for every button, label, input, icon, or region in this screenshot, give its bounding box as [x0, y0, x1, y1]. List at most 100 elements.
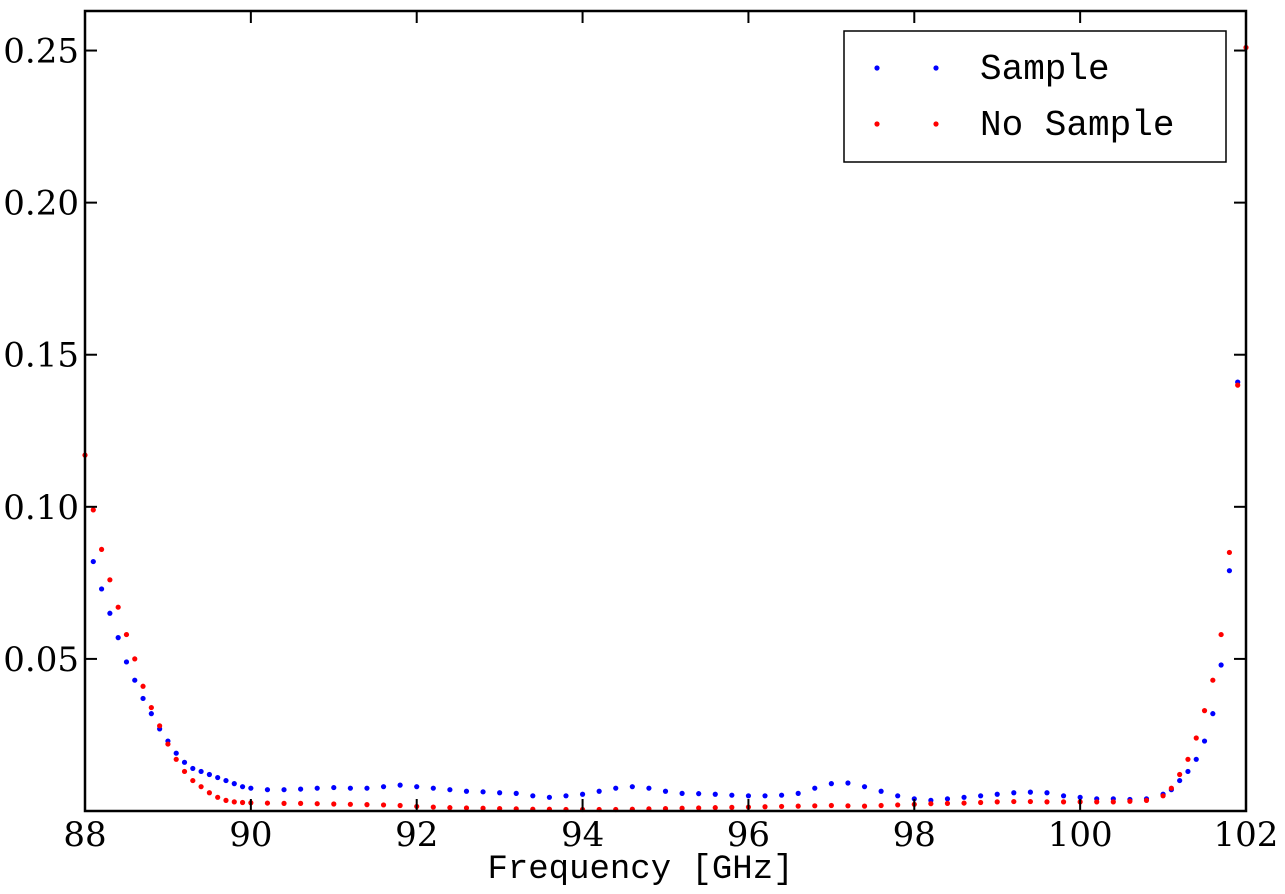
data-point: [563, 793, 569, 799]
data-point: [190, 777, 196, 784]
data-point: [1226, 549, 1233, 556]
data-point: [463, 805, 470, 811]
y-tick-label: 0.10: [3, 488, 79, 528]
data-point: [579, 791, 586, 797]
data-point: [380, 802, 387, 808]
y-tick-label: 0.25: [3, 32, 79, 72]
data-point: [878, 788, 884, 794]
data-point: [828, 802, 834, 809]
data-point: [1210, 677, 1216, 683]
data-point: [1160, 793, 1166, 799]
data-point: [596, 788, 602, 794]
data-point: [712, 791, 718, 797]
data-point: [223, 797, 229, 803]
data-point: [1185, 756, 1191, 762]
data-point: [165, 741, 171, 747]
data-point: [397, 802, 403, 809]
data-point: [198, 784, 204, 790]
data-point: [1210, 711, 1216, 717]
data-point: [779, 803, 785, 810]
data-point: [281, 787, 287, 793]
data-point: [98, 586, 105, 592]
data-point: [132, 677, 138, 683]
data-point: [1193, 756, 1199, 762]
legend-label: No Sample: [980, 105, 1174, 146]
data-point: [430, 804, 436, 810]
data-point: [380, 784, 387, 790]
legend-marker: [874, 121, 880, 127]
legend-item-sample: Sample: [874, 49, 1110, 90]
data-point: [107, 577, 113, 583]
data-point: [140, 683, 146, 689]
data-point: [646, 785, 652, 791]
data-point: [264, 787, 271, 793]
data-point: [978, 793, 984, 799]
data-point: [239, 784, 246, 790]
data-point: [1201, 708, 1208, 714]
y-tick-label: 0.15: [3, 336, 79, 376]
data-point: [1094, 799, 1100, 805]
data-point: [729, 804, 735, 810]
x-axis-title: Frequency [GHz]: [487, 851, 793, 889]
data-point: [480, 805, 486, 811]
data-point: [430, 785, 436, 791]
data-point: [662, 788, 669, 794]
series-no-sample: [82, 44, 1249, 813]
data-point: [264, 800, 271, 806]
data-point: [845, 780, 851, 786]
data-point: [314, 801, 320, 807]
data-point: [978, 799, 984, 806]
data-point: [546, 794, 553, 800]
data-point: [1060, 793, 1067, 799]
legend: Sample No Sample: [843, 30, 1227, 163]
legend-item-no-sample: No Sample: [874, 105, 1174, 146]
x-tick-label: 94: [561, 815, 604, 855]
data-point: [1218, 631, 1224, 638]
data-point: [762, 793, 768, 799]
data-point: [198, 768, 204, 775]
data-point: [206, 790, 212, 796]
data-point: [239, 799, 246, 806]
data-point: [298, 786, 304, 792]
data-point: [231, 799, 237, 805]
data-point: [1110, 799, 1116, 805]
data-point: [1044, 790, 1050, 796]
data-point: [994, 791, 1000, 797]
data-point: [90, 507, 96, 513]
data-point: [1027, 789, 1033, 795]
data-point: [928, 801, 934, 807]
data-point: [347, 801, 353, 807]
y-tick-label: 0.20: [3, 184, 79, 224]
data-point: [414, 784, 420, 790]
data-point: [206, 771, 212, 778]
data-point: [480, 789, 486, 795]
data-point: [712, 805, 718, 811]
data-point: [298, 800, 304, 806]
data-point: [696, 791, 702, 797]
data-point: [513, 790, 519, 796]
data-point: [314, 785, 320, 791]
data-point: [1201, 738, 1208, 744]
data-point: [878, 802, 884, 809]
data-point: [944, 796, 951, 802]
data-point: [447, 805, 453, 811]
legend-label: Sample: [980, 49, 1110, 90]
data-point: [679, 790, 685, 796]
data-point: [107, 610, 113, 616]
legend-marker: [933, 65, 939, 71]
x-tick-label: 102: [1214, 815, 1279, 855]
data-point: [181, 768, 188, 775]
data-point: [696, 805, 702, 811]
data-point: [173, 756, 179, 762]
x-tick-label: 96: [727, 815, 770, 855]
data-point: [90, 558, 96, 565]
data-point: [231, 781, 237, 787]
data-point: [331, 784, 337, 791]
data-point: [1235, 382, 1241, 388]
data-point: [132, 656, 138, 662]
data-point: [911, 796, 917, 802]
data-point: [895, 802, 901, 808]
y-axis: 0.05 0.10 0.15 0.20 0.25: [3, 32, 1246, 680]
data-point: [795, 803, 801, 809]
plot-frame: [83, 9, 1248, 813]
